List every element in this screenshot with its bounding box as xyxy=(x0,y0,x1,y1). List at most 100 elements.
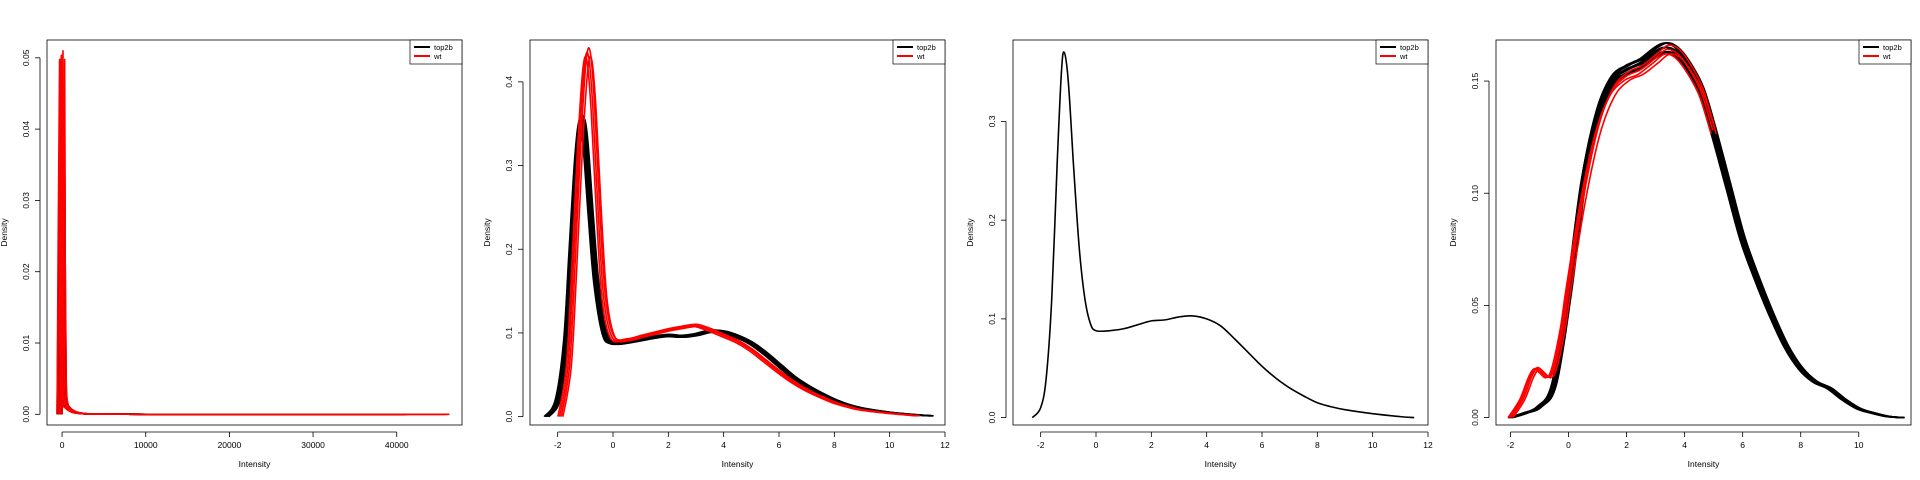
y-tick-label: 0.05 xyxy=(21,49,31,66)
y-axis-label: Density xyxy=(1448,218,1458,247)
series-line-top2b xyxy=(57,171,405,416)
series-line-wt xyxy=(59,50,448,416)
y-tick-label: 0.3 xyxy=(987,115,997,127)
plot-frame xyxy=(1012,39,1429,426)
y-tick-label: 0.4 xyxy=(504,76,514,88)
series-line-top2b xyxy=(547,121,933,418)
series-line-top2b xyxy=(60,166,408,416)
legend-box xyxy=(1858,39,1912,65)
series-line-wt xyxy=(557,55,915,417)
x-tick-label: 10 xyxy=(1854,440,1864,450)
x-tick-label: -2 xyxy=(1507,440,1515,450)
x-axis-label: Intensity xyxy=(1688,459,1720,469)
legend-label-top2b: top2b xyxy=(434,43,453,52)
y-axis: 0.00 0.01 0.02 0.03 0.04 0.05 xyxy=(21,49,41,423)
y-axis-label: Density xyxy=(482,218,492,247)
y-tick-label: 0.1 xyxy=(987,313,997,325)
x-tick-label: 4 xyxy=(1682,440,1687,450)
x-tick-label: 6 xyxy=(1260,440,1265,450)
series-line-wt xyxy=(560,47,919,417)
x-tick-label: 2 xyxy=(666,440,671,450)
legend-label-wt: wt xyxy=(433,52,442,61)
series-line-wt xyxy=(1512,53,1717,419)
x-tick-label: 12 xyxy=(940,440,950,450)
y-tick-label: 0.05 xyxy=(1470,297,1480,314)
plot-frame xyxy=(1495,39,1912,426)
series-line-top2b xyxy=(1511,51,1904,419)
series-line-top2b xyxy=(547,114,933,418)
x-tick-label: 4 xyxy=(721,440,726,450)
x-tick-label: 2 xyxy=(1624,440,1629,450)
x-tick-label: 0 xyxy=(1566,440,1571,450)
x-tick-label: 10 xyxy=(1368,440,1378,450)
legend-box xyxy=(1375,39,1429,65)
series-line-top2b xyxy=(56,171,403,416)
legend-label-wt: wt xyxy=(916,52,925,61)
density-panel-3: -2 0 2 4 6 8 10 12 Intensity 0.0 0.1 0.2 0.3 Density t… xyxy=(965,39,1433,469)
legend-label-top2b: top2b xyxy=(1883,43,1902,52)
x-axis-label: Intensity xyxy=(239,459,271,469)
legend-label-top2b: top2b xyxy=(917,43,936,52)
x-axis-label: Intensity xyxy=(1205,459,1237,469)
y-tick-label: 0.15 xyxy=(1470,73,1480,90)
series-line-wt xyxy=(61,58,450,416)
x-tick-label: -2 xyxy=(1037,440,1045,450)
series-line-top2b xyxy=(58,168,405,416)
y-tick-label: 0.00 xyxy=(1470,409,1480,426)
x-tick-label: 40000 xyxy=(385,440,409,450)
series-line-top2b xyxy=(59,166,406,416)
x-tick-label: 10 xyxy=(885,440,895,450)
x-axis: -2 0 2 4 6 8 10 12 xyxy=(554,431,950,450)
density-panel-4: -2 0 2 4 6 8 10 Intensity 0.00 0.05 0.10 0.15 Densit… xyxy=(1448,39,1912,469)
legend-label-top2b: top2b xyxy=(1400,43,1419,52)
x-tick-label: 30000 xyxy=(301,440,325,450)
x-axis: -2 0 2 4 6 8 10 xyxy=(1507,431,1864,450)
x-tick-label: 10000 xyxy=(134,440,158,450)
legend-label-wt: wt xyxy=(1882,52,1891,61)
series-line-wt xyxy=(558,51,917,417)
y-axis-label: Density xyxy=(965,218,975,247)
density-panel-1: 0 10000 20000 30000 40000Intensity0.000.010.… xyxy=(0,39,463,469)
density-panel-2: -2 0 2 4 6 8 10 12 Intensity 0.0 0.1 0.2 0.3 0.4 Densi… xyxy=(482,39,950,469)
y-axis: 0.00 0.05 0.10 0.15 xyxy=(1470,73,1490,426)
density-lines xyxy=(1031,51,1415,419)
series-line-wt xyxy=(1509,48,1714,419)
y-tick-label: 0.0 xyxy=(504,410,514,422)
series-line-top2b xyxy=(548,118,934,418)
series-line-top2b xyxy=(60,168,407,416)
x-tick-label: 12 xyxy=(1423,440,1433,450)
x-tick-label: 0 xyxy=(60,440,65,450)
y-tick-label: 0.3 xyxy=(504,159,514,171)
y-tick-label: 0.04 xyxy=(21,121,31,138)
y-tick-label: 0.02 xyxy=(21,263,31,280)
x-tick-label: 8 xyxy=(1798,440,1803,450)
legend-box xyxy=(409,39,463,65)
x-axis-label: Intensity xyxy=(722,459,754,469)
x-axis: -2 0 2 4 6 8 10 12 xyxy=(1037,431,1433,450)
y-tick-label: 0.03 xyxy=(21,192,31,209)
x-tick-label: 6 xyxy=(1740,440,1745,450)
density-lines xyxy=(1507,42,1905,419)
series-line-wt xyxy=(1510,44,1716,419)
y-tick-label: 0.01 xyxy=(21,334,31,351)
x-tick-label: 8 xyxy=(832,440,837,450)
plot-frame xyxy=(46,39,463,426)
x-tick-label: 20000 xyxy=(218,440,242,450)
y-axis: 0.0 0.1 0.2 0.3 0.4 xyxy=(504,76,524,423)
series-line-top2b xyxy=(57,166,404,416)
legend-label-wt: wt xyxy=(1399,52,1408,61)
density-lines xyxy=(543,47,934,418)
series-line-top2b xyxy=(1031,51,1415,419)
x-tick-label: 0 xyxy=(1094,440,1099,450)
x-axis: 0 10000 20000 30000 40000 xyxy=(60,431,409,450)
series-line-top2b xyxy=(1512,42,1905,419)
x-tick-label: -2 xyxy=(554,440,562,450)
y-tick-label: 0.1 xyxy=(504,327,514,339)
series-line-wt xyxy=(57,54,447,416)
series-line-top2b xyxy=(59,171,406,416)
